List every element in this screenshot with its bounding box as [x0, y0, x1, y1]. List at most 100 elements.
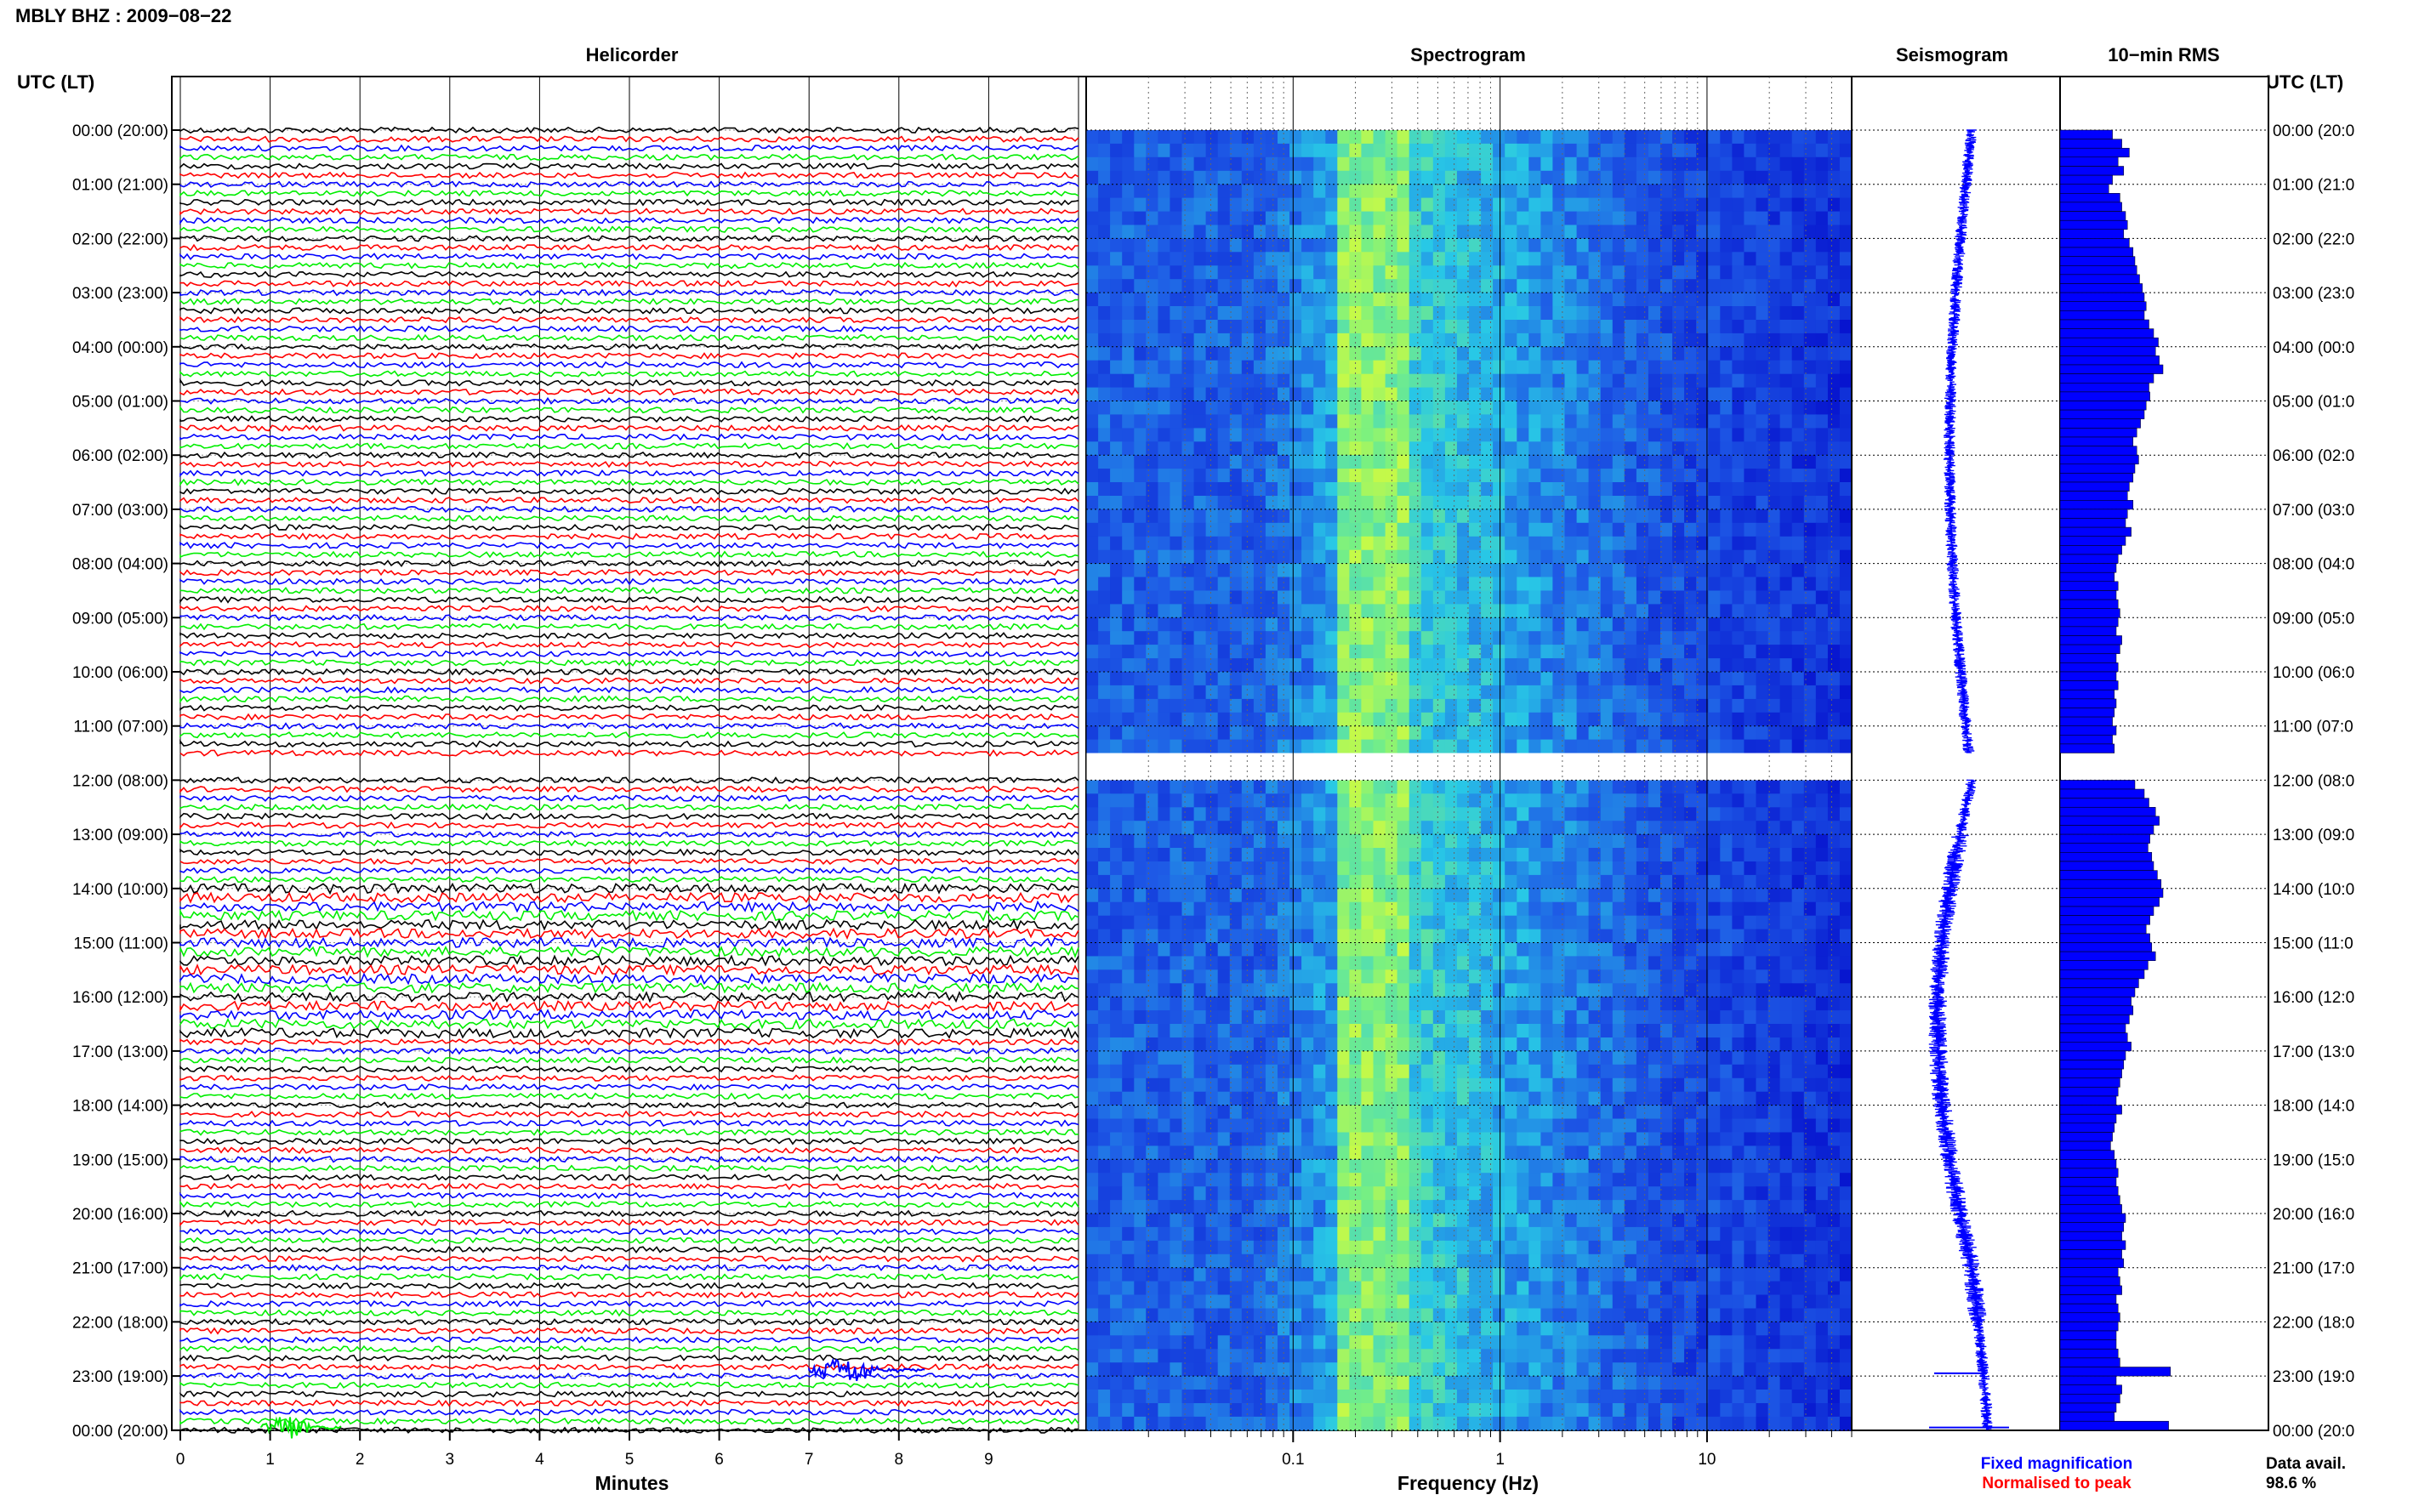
spectrogram-cell	[1278, 956, 1290, 970]
spectrogram-cell	[1696, 577, 1709, 591]
spectrogram-cell	[1791, 293, 1805, 307]
spectrogram-cell	[1158, 631, 1171, 645]
spectrogram-cell	[1385, 725, 1398, 741]
spectrogram-cell	[1588, 997, 1602, 1011]
spectrogram-cell	[1432, 170, 1446, 185]
spectrogram-cell	[1181, 577, 1195, 591]
spectrogram-cell	[1827, 428, 1841, 442]
spectrogram-cell	[1313, 590, 1326, 605]
spectrogram-cell	[1205, 1037, 1219, 1052]
spectrogram-cell	[1493, 901, 1505, 917]
spectrogram-cell	[1181, 252, 1195, 266]
spectrogram-cell	[1098, 401, 1111, 415]
spectrogram-cell	[1361, 577, 1375, 591]
trace-row	[179, 722, 1079, 730]
spectrogram-cell	[1552, 333, 1566, 348]
spectrogram-cell	[1205, 848, 1219, 862]
spectrogram-cell	[1672, 631, 1685, 645]
spectrogram-cell	[1528, 1064, 1541, 1079]
spectrogram-cell	[1361, 455, 1375, 469]
spectrogram-cell	[1564, 1145, 1578, 1160]
spectrogram-cell	[1720, 156, 1733, 172]
spectrogram-cell	[1636, 211, 1649, 226]
spectrogram-cell	[1505, 929, 1517, 944]
spectrogram-cell	[1397, 225, 1410, 239]
spectrogram-cell	[1313, 1118, 1326, 1133]
spectrogram-cell	[1612, 279, 1625, 293]
spectrogram-cell	[1505, 1118, 1517, 1133]
spectrogram-cell	[1444, 956, 1458, 970]
spectrogram-cell	[1469, 861, 1482, 876]
trace-row	[179, 1417, 1079, 1425]
spectrogram-cell	[1636, 1091, 1649, 1106]
spectrogram-cell	[1744, 712, 1757, 727]
spectrogram-cell	[1385, 1118, 1398, 1133]
spectrogram-cell	[1289, 373, 1302, 389]
spectrogram-cell	[1158, 496, 1171, 510]
spectrogram-cell	[1684, 956, 1697, 970]
spectrogram-cell	[1146, 441, 1158, 456]
spectrogram-cell	[1110, 969, 1123, 984]
spectrogram-cell	[1409, 156, 1422, 172]
trace-row	[179, 972, 1079, 986]
spectrogram-cell	[1648, 848, 1661, 862]
spectrogram-cell	[1744, 1064, 1757, 1079]
spectrogram-cell	[1767, 1077, 1781, 1093]
spectrogram-cell	[1660, 509, 1673, 524]
spectrogram-cell	[1253, 1091, 1266, 1106]
spectrogram-cell	[1373, 983, 1386, 998]
trace-row	[179, 1254, 1079, 1263]
spectrogram-cell	[1122, 428, 1135, 442]
spectrogram-cell	[1612, 482, 1625, 497]
spectrogram-cell	[1517, 834, 1529, 849]
spectrogram-cell	[1301, 401, 1314, 415]
spectrogram-cell	[1098, 997, 1111, 1011]
spectrogram-cell	[1588, 969, 1602, 984]
spectrogram-cell	[1612, 577, 1625, 591]
spectrogram-cell	[1744, 1118, 1757, 1133]
spectrogram-cell	[1720, 1050, 1733, 1066]
spectrogram-cell	[1576, 1077, 1590, 1093]
spectrogram-cell	[1528, 901, 1541, 917]
spectrogram-cell	[1170, 536, 1183, 551]
spectrogram-cell	[1708, 360, 1721, 375]
spectrogram-cell	[1205, 293, 1219, 307]
spectrogram-cell	[1803, 1132, 1817, 1146]
spectrogram-cell	[1528, 346, 1541, 361]
spectrogram-cell	[1349, 577, 1363, 591]
spectrogram-cell	[1420, 1077, 1434, 1093]
spectrogram-cell	[1636, 848, 1649, 862]
spectrogram-cell	[1265, 306, 1278, 321]
spectrogram-cell	[1397, 1037, 1410, 1052]
spectrogram-cell	[1493, 888, 1505, 903]
spectrogram-cell	[1193, 631, 1207, 645]
spectrogram-cell	[1624, 929, 1637, 944]
spectrogram-cell	[1708, 549, 1721, 565]
spectrogram-cell	[1086, 1050, 1099, 1066]
spectrogram-cell	[1744, 631, 1757, 645]
spectrogram-cell	[1600, 658, 1614, 673]
spectrogram-cell	[1253, 549, 1266, 565]
spectrogram-cell	[1576, 942, 1590, 957]
spectrogram-cell	[1636, 712, 1649, 727]
spectrogram-cell	[1779, 604, 1793, 618]
spectrogram-cell	[1588, 780, 1602, 794]
spectrogram-cell	[1600, 807, 1614, 821]
spectrogram-cell	[1134, 496, 1147, 510]
spectrogram-cell	[1420, 969, 1434, 984]
spectrogram-cell	[1839, 1118, 1853, 1133]
spectrogram-cell	[1648, 590, 1661, 605]
spectrogram-cell	[1098, 265, 1111, 280]
spectrogram-cell	[1588, 373, 1602, 389]
spectrogram-cell	[1624, 969, 1637, 984]
spectrogram-cell	[1253, 725, 1266, 741]
spectrogram-cell	[1815, 293, 1829, 307]
spectrogram-cell	[1349, 265, 1363, 280]
spectrogram-cell	[1624, 360, 1637, 375]
spectrogram-cell	[1505, 496, 1517, 510]
spectrogram-cell	[1576, 549, 1590, 565]
spectrogram-cell	[1767, 929, 1781, 944]
spectrogram-cell	[1827, 901, 1841, 917]
spectrogram-cell	[1469, 1077, 1482, 1093]
spectrogram-cell	[1373, 333, 1386, 348]
